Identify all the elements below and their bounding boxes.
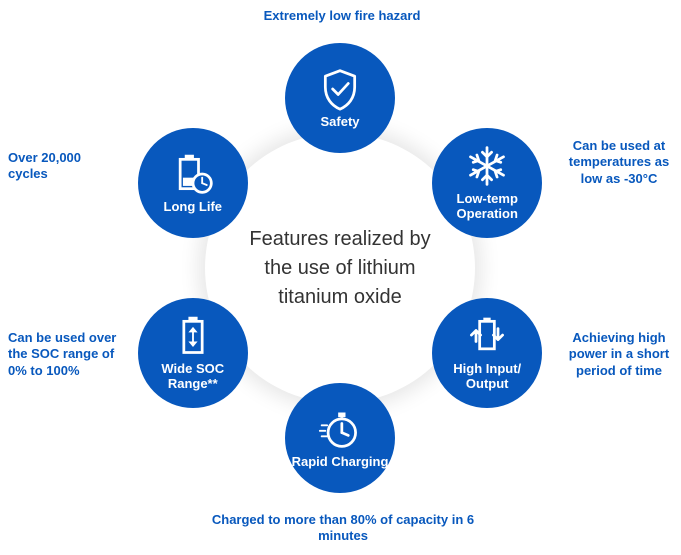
node-highio: High Input/ Output xyxy=(432,298,542,408)
node-label: Low-temp Operation xyxy=(432,192,542,222)
annotation-lowtemp: Can be used at temperatures as low as -3… xyxy=(560,138,678,187)
annotation-longlife: Over 20,000 cycles xyxy=(8,150,123,183)
node-longlife: Long Life xyxy=(138,128,248,238)
stopwatch-icon xyxy=(318,407,362,451)
node-label: Wide SOC Range** xyxy=(138,362,248,392)
annotation-widesoc: Can be used over the SOC range of 0% to … xyxy=(8,330,123,379)
battery-clock-icon xyxy=(171,152,215,196)
node-label: Safety xyxy=(314,115,365,130)
annotation-rapid: Charged to more than 80% of capacity in … xyxy=(208,512,478,545)
battery-updown-icon xyxy=(171,314,215,358)
node-safety: Safety xyxy=(285,43,395,153)
snowflake-icon xyxy=(465,144,509,188)
node-lowtemp: Low-temp Operation xyxy=(432,128,542,238)
node-label: Rapid Charging xyxy=(286,455,395,470)
node-label: High Input/ Output xyxy=(432,362,542,392)
annotation-safety: Extremely low fire hazard xyxy=(242,8,442,24)
annotation-highio: Achieving high power in a short period o… xyxy=(560,330,678,379)
node-rapid: Rapid Charging xyxy=(285,383,395,493)
node-widesoc: Wide SOC Range** xyxy=(138,298,248,408)
node-label: Long Life xyxy=(158,200,229,215)
center-text: Features realized by the use of lithium … xyxy=(245,225,435,312)
shield-check-icon xyxy=(318,67,362,111)
battery-arrows-icon xyxy=(465,314,509,358)
